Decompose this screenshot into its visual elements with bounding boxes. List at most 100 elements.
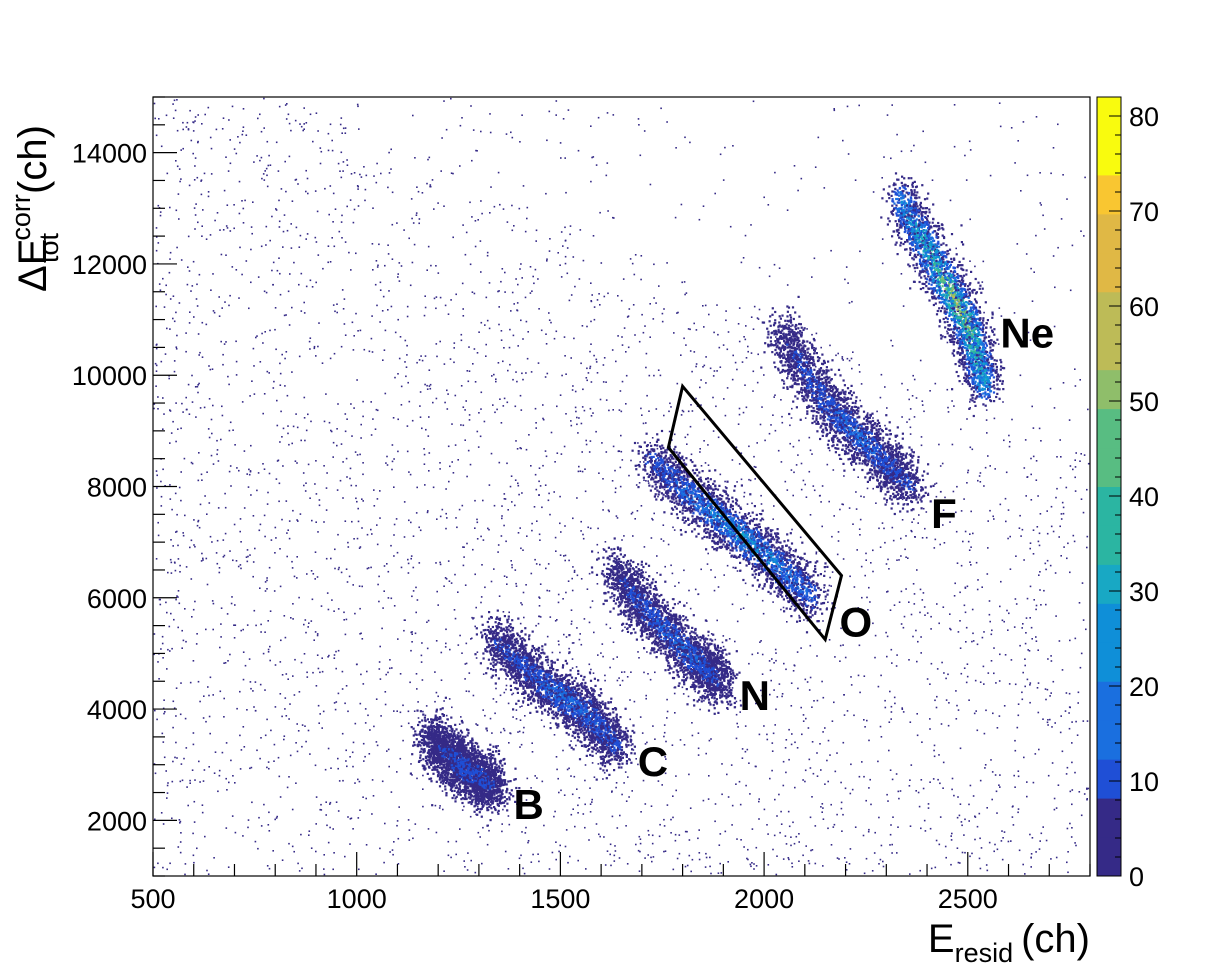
heatmap-cell: [778, 683, 781, 685]
heatmap-cell: [790, 844, 792, 847]
heatmap-cell: [964, 818, 966, 821]
heatmap-cell: [521, 831, 523, 833]
heatmap-cell: [263, 393, 266, 395]
heatmap-cell: [678, 834, 681, 836]
heatmap-cell: [634, 254, 637, 256]
heatmap-cell: [615, 515, 618, 517]
heatmap-cell: [555, 756, 558, 758]
heatmap-cell: [1059, 477, 1062, 479]
heatmap-cell: [412, 744, 415, 747]
heatmap-cell: [781, 695, 783, 698]
heatmap-cell: [340, 221, 343, 223]
heatmap-cell: [597, 763, 600, 765]
heatmap-cell: [224, 662, 227, 664]
heatmap-cell: [454, 394, 457, 397]
heatmap-cell: [222, 363, 224, 366]
heatmap-cell: [467, 732, 470, 735]
heatmap-cell: [709, 367, 712, 370]
heatmap-cell: [337, 568, 340, 571]
heatmap-cell: [806, 619, 809, 622]
heatmap-cell: [507, 815, 510, 817]
heatmap-cell: [1086, 798, 1088, 801]
heatmap-cell: [294, 179, 297, 181]
heatmap-cell: [1002, 837, 1004, 839]
heatmap-cell: [305, 429, 308, 432]
heatmap-cell: [212, 310, 215, 312]
heatmap-cell: [1014, 739, 1016, 742]
heatmap-cell: [489, 778, 492, 781]
heatmap-cell: [964, 530, 967, 533]
heatmap-cell: [1055, 615, 1057, 617]
heatmap-cell: [504, 291, 506, 293]
heatmap-cell: [1066, 198, 1068, 200]
heatmap-cell: [614, 469, 616, 472]
heatmap-cell: [993, 850, 995, 853]
heatmap-cell: [564, 845, 567, 848]
heatmap-cell: [435, 265, 437, 267]
heatmap-cell: [663, 850, 665, 853]
heatmap-cell: [403, 536, 406, 538]
heatmap-cell: [326, 592, 329, 594]
heatmap-cell: [488, 327, 491, 330]
heatmap-cell: [572, 808, 574, 810]
heatmap-cell: [445, 642, 447, 645]
heatmap-cell: [519, 394, 522, 397]
heatmap-cell: [179, 564, 181, 567]
heatmap-cell: [1012, 824, 1015, 826]
heatmap-cell: [929, 781, 931, 783]
heatmap-cell: [519, 706, 521, 708]
heatmap-cell: [600, 652, 602, 654]
heatmap-cell: [564, 525, 566, 527]
heatmap-cell: [175, 687, 178, 689]
heatmap-cell: [361, 527, 363, 529]
heatmap-cell: [1010, 659, 1013, 661]
heatmap-cell: [602, 364, 605, 366]
heatmap-cell: [879, 546, 882, 548]
heatmap-cell: [523, 872, 526, 875]
heatmap-cell: [1069, 289, 1072, 292]
heatmap-cell: [772, 732, 775, 735]
heatmap-cell: [487, 527, 489, 530]
heatmap-cell: [595, 823, 598, 825]
heatmap-cell: [386, 464, 389, 466]
heatmap-cell: [195, 203, 197, 205]
heatmap-cell: [640, 811, 642, 813]
heatmap-cell: [953, 405, 955, 407]
heatmap-cell: [383, 590, 385, 592]
heatmap-cell: [700, 465, 703, 467]
heatmap-cell: [298, 246, 301, 248]
heatmap-cell: [189, 681, 192, 684]
heatmap-cell: [891, 852, 893, 854]
heatmap-cell: [755, 466, 757, 468]
heatmap-cell: [178, 168, 181, 170]
heatmap-cell: [529, 292, 532, 294]
heatmap-cell: [224, 532, 227, 535]
heatmap-cell: [988, 600, 991, 602]
heatmap-cell: [296, 577, 298, 579]
heatmap-cell: [562, 118, 565, 120]
heatmap-cell: [505, 684, 508, 687]
heatmap-cell: [767, 833, 769, 835]
heatmap-cell: [348, 575, 351, 578]
heatmap-cell: [532, 275, 534, 278]
heatmap-cell: [557, 252, 559, 254]
heatmap-cell: [450, 172, 453, 174]
heatmap-cell: [852, 351, 854, 353]
heatmap-cell: [360, 437, 362, 439]
heatmap-cell: [287, 113, 290, 116]
heatmap-cell: [625, 403, 627, 405]
heatmap-cell: [531, 290, 533, 292]
heatmap-cell: [268, 566, 271, 569]
heatmap-cell: [497, 544, 500, 546]
heatmap-cell: [163, 306, 166, 308]
heatmap-cell: [501, 517, 503, 520]
heatmap-cell: [397, 863, 400, 865]
heatmap-cell: [586, 379, 588, 382]
heatmap-cell: [476, 813, 479, 816]
heatmap-cell: [639, 716, 642, 718]
heatmap-cell: [999, 786, 1001, 788]
heatmap-cell: [574, 390, 577, 393]
heatmap-cell: [551, 651, 554, 654]
heatmap-cell: [588, 572, 591, 575]
heatmap-cell: [691, 722, 693, 724]
